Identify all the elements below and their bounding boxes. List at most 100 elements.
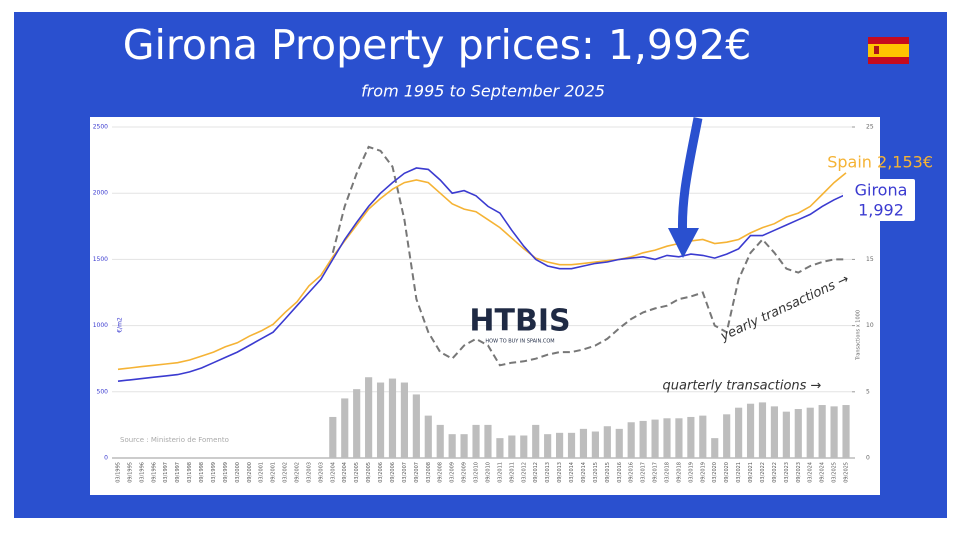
bar <box>496 438 504 458</box>
x-tick-label: 09/1999 <box>223 462 229 483</box>
series-label: Girona <box>855 181 908 200</box>
x-tick-label: 09/2003 <box>318 462 324 483</box>
y-tick-label: 2500 <box>93 124 108 131</box>
x-tick-label: 03/1999 <box>211 462 217 483</box>
bar <box>818 405 826 458</box>
x-tick-label: 09/2006 <box>390 462 396 483</box>
x-tick-label: 03/2000 <box>235 462 241 483</box>
bar <box>579 428 588 458</box>
bar <box>556 432 564 458</box>
bar <box>508 435 516 458</box>
y2-tick-label: 25 <box>866 124 874 131</box>
bar <box>448 434 456 458</box>
x-tick-label: 09/2021 <box>748 462 754 483</box>
x-tick-label: 09/2023 <box>796 462 802 483</box>
bar <box>532 424 540 458</box>
bar <box>794 409 802 458</box>
x-tick-label: 09/1998 <box>199 462 205 483</box>
bar <box>591 431 599 458</box>
x-tick-label: 09/2018 <box>676 462 682 483</box>
x-tick-label: 03/2018 <box>665 462 671 483</box>
x-tick-label: 03/2016 <box>617 462 623 483</box>
x-tick-label: 03/2004 <box>330 462 336 483</box>
bar <box>723 414 731 458</box>
x-tick-label: 09/1997 <box>175 462 181 483</box>
bar <box>484 424 492 458</box>
x-tick-label: 03/2022 <box>760 462 766 483</box>
x-tick-label: 03/2013 <box>545 462 551 483</box>
bar <box>746 403 755 458</box>
x-tick-label: 09/2016 <box>629 462 635 483</box>
x-tick-label: 09/2022 <box>772 462 778 483</box>
bar <box>520 435 528 458</box>
x-tick-label: 09/2015 <box>605 462 611 483</box>
x-tick-label: 03/1998 <box>187 462 193 483</box>
bar <box>699 415 707 458</box>
bar <box>687 416 695 458</box>
x-tick-label: 09/2005 <box>366 462 372 483</box>
x-tick-label: 09/2008 <box>438 462 444 483</box>
bar <box>770 406 778 458</box>
x-tick-label: 09/2001 <box>271 462 277 483</box>
chart-title: Girona Property prices: 1,992€ <box>123 21 752 69</box>
y-tick-label: 500 <box>97 388 109 395</box>
label-box <box>843 179 915 221</box>
bar <box>830 406 838 458</box>
x-tick-label: 09/2014 <box>581 462 587 483</box>
bar <box>639 420 647 458</box>
bar <box>544 434 552 458</box>
x-tick-label: 09/2012 <box>533 462 539 483</box>
y2-tick-label: 0 <box>866 455 870 462</box>
x-tick-label: 09/2009 <box>462 462 468 483</box>
bar <box>782 411 790 458</box>
x-tick-label: 09/2025 <box>844 462 850 483</box>
x-tick-label: 03/2015 <box>593 462 599 483</box>
y2-tick-label: 5 <box>866 388 870 395</box>
y2-tick-label: 15 <box>866 256 874 263</box>
x-tick-label: 03/2007 <box>402 462 408 483</box>
bar <box>806 407 814 458</box>
bar <box>424 415 432 458</box>
source-note: Source : Ministerio de Fomento <box>120 436 229 444</box>
x-tick-label: 09/2010 <box>485 462 491 483</box>
x-tick-label: 03/2009 <box>450 462 456 483</box>
x-tick-label: 03/1997 <box>163 462 169 483</box>
x-tick-label: 03/2021 <box>736 462 742 483</box>
bar <box>627 422 635 458</box>
x-tick-label: 09/2011 <box>509 462 515 483</box>
arrow-head <box>668 228 699 258</box>
line <box>117 167 847 382</box>
watermark-sub: HOW TO BUY IN SPAIN.COM <box>485 339 554 345</box>
x-tick-label: 09/2000 <box>247 462 253 483</box>
bar <box>376 382 385 458</box>
bar <box>615 428 623 458</box>
x-tick-label: 03/2012 <box>521 462 527 483</box>
bar <box>567 432 576 458</box>
x-tick-label: 09/2017 <box>653 462 659 483</box>
x-tick-label: 03/2005 <box>354 462 360 483</box>
x-tick-label: 03/2020 <box>712 462 718 483</box>
x-tick-label: 03/2019 <box>688 462 694 483</box>
bar <box>472 424 480 458</box>
y-tick-label: 0 <box>104 455 108 462</box>
x-tick-label: 09/2004 <box>342 462 348 483</box>
y-tick-label: 1500 <box>93 256 108 263</box>
bar <box>460 434 468 458</box>
x-tick-label: 09/1996 <box>151 462 157 483</box>
x-tick-label: 09/2019 <box>700 462 706 483</box>
x-tick-label: 03/2025 <box>832 462 838 483</box>
x-tick-label: 03/2023 <box>784 462 790 483</box>
bar <box>400 382 408 458</box>
bar <box>436 424 444 458</box>
x-tick-label: 03/1996 <box>139 462 145 483</box>
x-tick-label: 09/2013 <box>557 462 563 483</box>
x-tick-label: 03/2011 <box>497 462 503 483</box>
bar <box>341 398 349 458</box>
dashed-line <box>331 145 846 367</box>
bar <box>711 438 719 458</box>
x-tick-label: 09/2020 <box>724 462 730 483</box>
plot: 050010001500200025000510152025€/m2Transa… <box>93 124 933 483</box>
y2-axis-label: Transactions x 1000 <box>856 310 862 361</box>
series-label: Spain 2,153€ <box>827 153 933 172</box>
